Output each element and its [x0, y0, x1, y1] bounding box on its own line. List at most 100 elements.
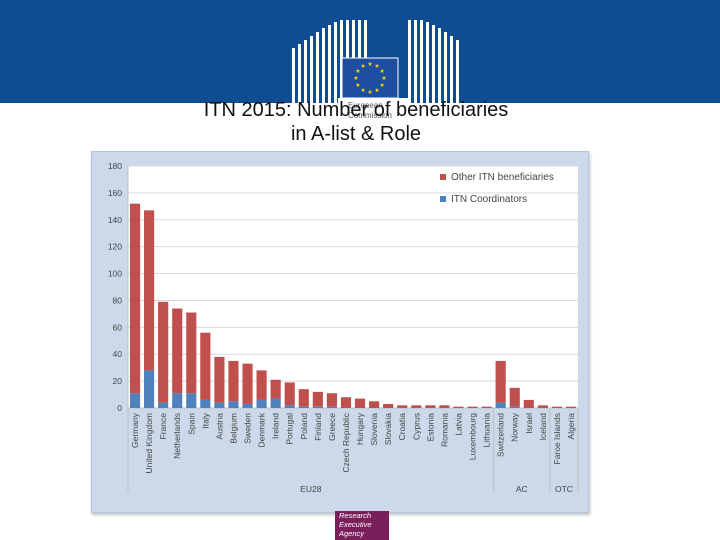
bar-other-beneficiaries [158, 301, 169, 403]
bar-other-beneficiaries [312, 391, 323, 407]
x-tick-label: Denmark [257, 412, 267, 447]
group-label: OTC [555, 484, 573, 494]
bar-other-beneficiaries [565, 406, 577, 408]
slide-title: ITN 2015: Number of beneficiaries in A-l… [100, 98, 612, 146]
bar-other-beneficiaries [523, 399, 534, 408]
eu-star-icon [379, 68, 385, 73]
x-tick-label: Croatia [397, 413, 407, 441]
bar-coordinators [509, 406, 520, 408]
x-tick-label: Hungary [355, 412, 365, 445]
eu-star-icon [360, 63, 366, 68]
bar-other-beneficiaries [129, 203, 141, 394]
bar-coordinators [326, 406, 337, 408]
bar-other-beneficiaries [354, 398, 366, 408]
bar-other-beneficiaries [172, 308, 183, 394]
legend-label-other: Other ITN beneficiaries [451, 172, 554, 183]
x-tick-label: Estonia [425, 413, 435, 442]
bar-other-beneficiaries [509, 387, 520, 407]
logo-text-european: European [348, 101, 383, 110]
eu-star-icon [355, 82, 361, 87]
eu-star-icon [355, 68, 361, 73]
y-tick-label: 40 [113, 349, 123, 359]
x-tick-label: Switzerland [496, 413, 506, 457]
bar-other-beneficiaries [242, 363, 253, 404]
bar-other-beneficiaries [186, 312, 197, 394]
bar-other-beneficiaries [495, 360, 506, 403]
eu-star-icon [367, 89, 373, 94]
bar-other-beneficiaries [326, 393, 337, 407]
bar-other-beneficiaries [453, 406, 464, 408]
slide-title-line2: in A-list & Role [290, 123, 422, 145]
bar-other-beneficiaries [144, 210, 155, 371]
logo-text-commission: Commission [348, 111, 392, 120]
research-executive-agency-logo: Research Executive Agency [335, 511, 389, 540]
x-tick-label: Israel [524, 413, 534, 434]
x-tick-label: Slovakia [383, 413, 393, 445]
eu-star-icon [360, 87, 366, 93]
bar-coordinators [228, 401, 239, 408]
y-tick-label: 0 [117, 403, 122, 413]
x-tick-label: Finland [313, 413, 323, 441]
eu-star-icon [374, 87, 380, 93]
eu-star-icon [374, 63, 380, 68]
x-tick-label: Germany [130, 412, 140, 448]
bar-coordinators [200, 399, 211, 408]
bar-other-beneficiaries [214, 356, 225, 403]
x-tick-label: Austria [214, 413, 224, 440]
bar-coordinators [144, 370, 155, 408]
eu-star-icon [379, 82, 385, 87]
bar-other-beneficiaries [411, 405, 422, 408]
bar-coordinators [242, 403, 253, 408]
eu-star-icon [367, 61, 373, 66]
x-tick-label: Norway [510, 412, 520, 442]
agency-line-3: Agency [339, 529, 365, 538]
x-tick-label: Spain [186, 413, 196, 435]
bar-coordinators [172, 393, 183, 408]
x-tick-label: Greece [327, 413, 337, 441]
bar-other-beneficiaries [397, 405, 408, 408]
agency-line-2: Executive [339, 520, 372, 529]
bar-other-beneficiaries [298, 389, 309, 407]
bar-other-beneficiaries [340, 397, 352, 408]
bar-coordinators [129, 393, 141, 408]
y-tick-label: 140 [108, 215, 122, 225]
x-tick-label: Poland [299, 413, 309, 440]
x-tick-label: Czech Republic [341, 412, 351, 472]
bar-other-beneficiaries [369, 401, 380, 408]
chart-frame: 0 20 40 60 80 100 120 140 160 180 Germany United Ki… [91, 151, 589, 513]
agency-line-1: Research [339, 511, 372, 520]
eu-star-icon [381, 75, 387, 80]
x-tick-label: Sweden [243, 413, 253, 444]
legend-swatch-other [440, 174, 446, 180]
x-tick-label: Lithuania [482, 413, 492, 448]
x-tick-label: Portugal [285, 413, 295, 445]
x-tick-label: Luxembourg [468, 413, 478, 461]
y-tick-label: 80 [113, 295, 123, 305]
legend-label-coordinators: ITN Coordinators [451, 194, 527, 205]
european-commission-logo: European Commission [292, 20, 459, 120]
x-tick-label: Italy [200, 412, 210, 428]
x-tick-label: Faroe Islands [552, 413, 562, 465]
bar-other-beneficiaries [439, 405, 450, 408]
group-label: EU28 [300, 484, 322, 494]
bar-coordinators [495, 402, 506, 408]
bar-other-beneficiaries [256, 370, 267, 400]
eu-stars-icon [353, 61, 387, 94]
bar-other-beneficiaries [481, 406, 492, 408]
bar-other-beneficiaries [228, 360, 239, 402]
bar-other-beneficiaries [537, 405, 548, 408]
legend-swatch-coordinators [440, 196, 446, 202]
x-tick-label: Romania [439, 413, 449, 447]
bar-coordinators [298, 406, 309, 408]
x-tick-label: Cyprus [411, 413, 421, 440]
bar-other-beneficiaries [383, 403, 394, 408]
x-tick-label: Ireland [271, 413, 281, 439]
x-tick-label: Algeria [566, 413, 576, 440]
bar-coordinators [312, 406, 323, 408]
x-tick-label: Netherlands [172, 413, 182, 459]
bar-coordinators [256, 399, 267, 408]
beneficiaries-bar-chart: 0 20 40 60 80 100 120 140 160 180 Germany United Ki… [108, 161, 579, 494]
bar-coordinators [284, 405, 295, 408]
slide-title-line1: ITN 2015: Number of beneficiaries [203, 99, 509, 121]
x-tick-label: France [158, 413, 168, 440]
